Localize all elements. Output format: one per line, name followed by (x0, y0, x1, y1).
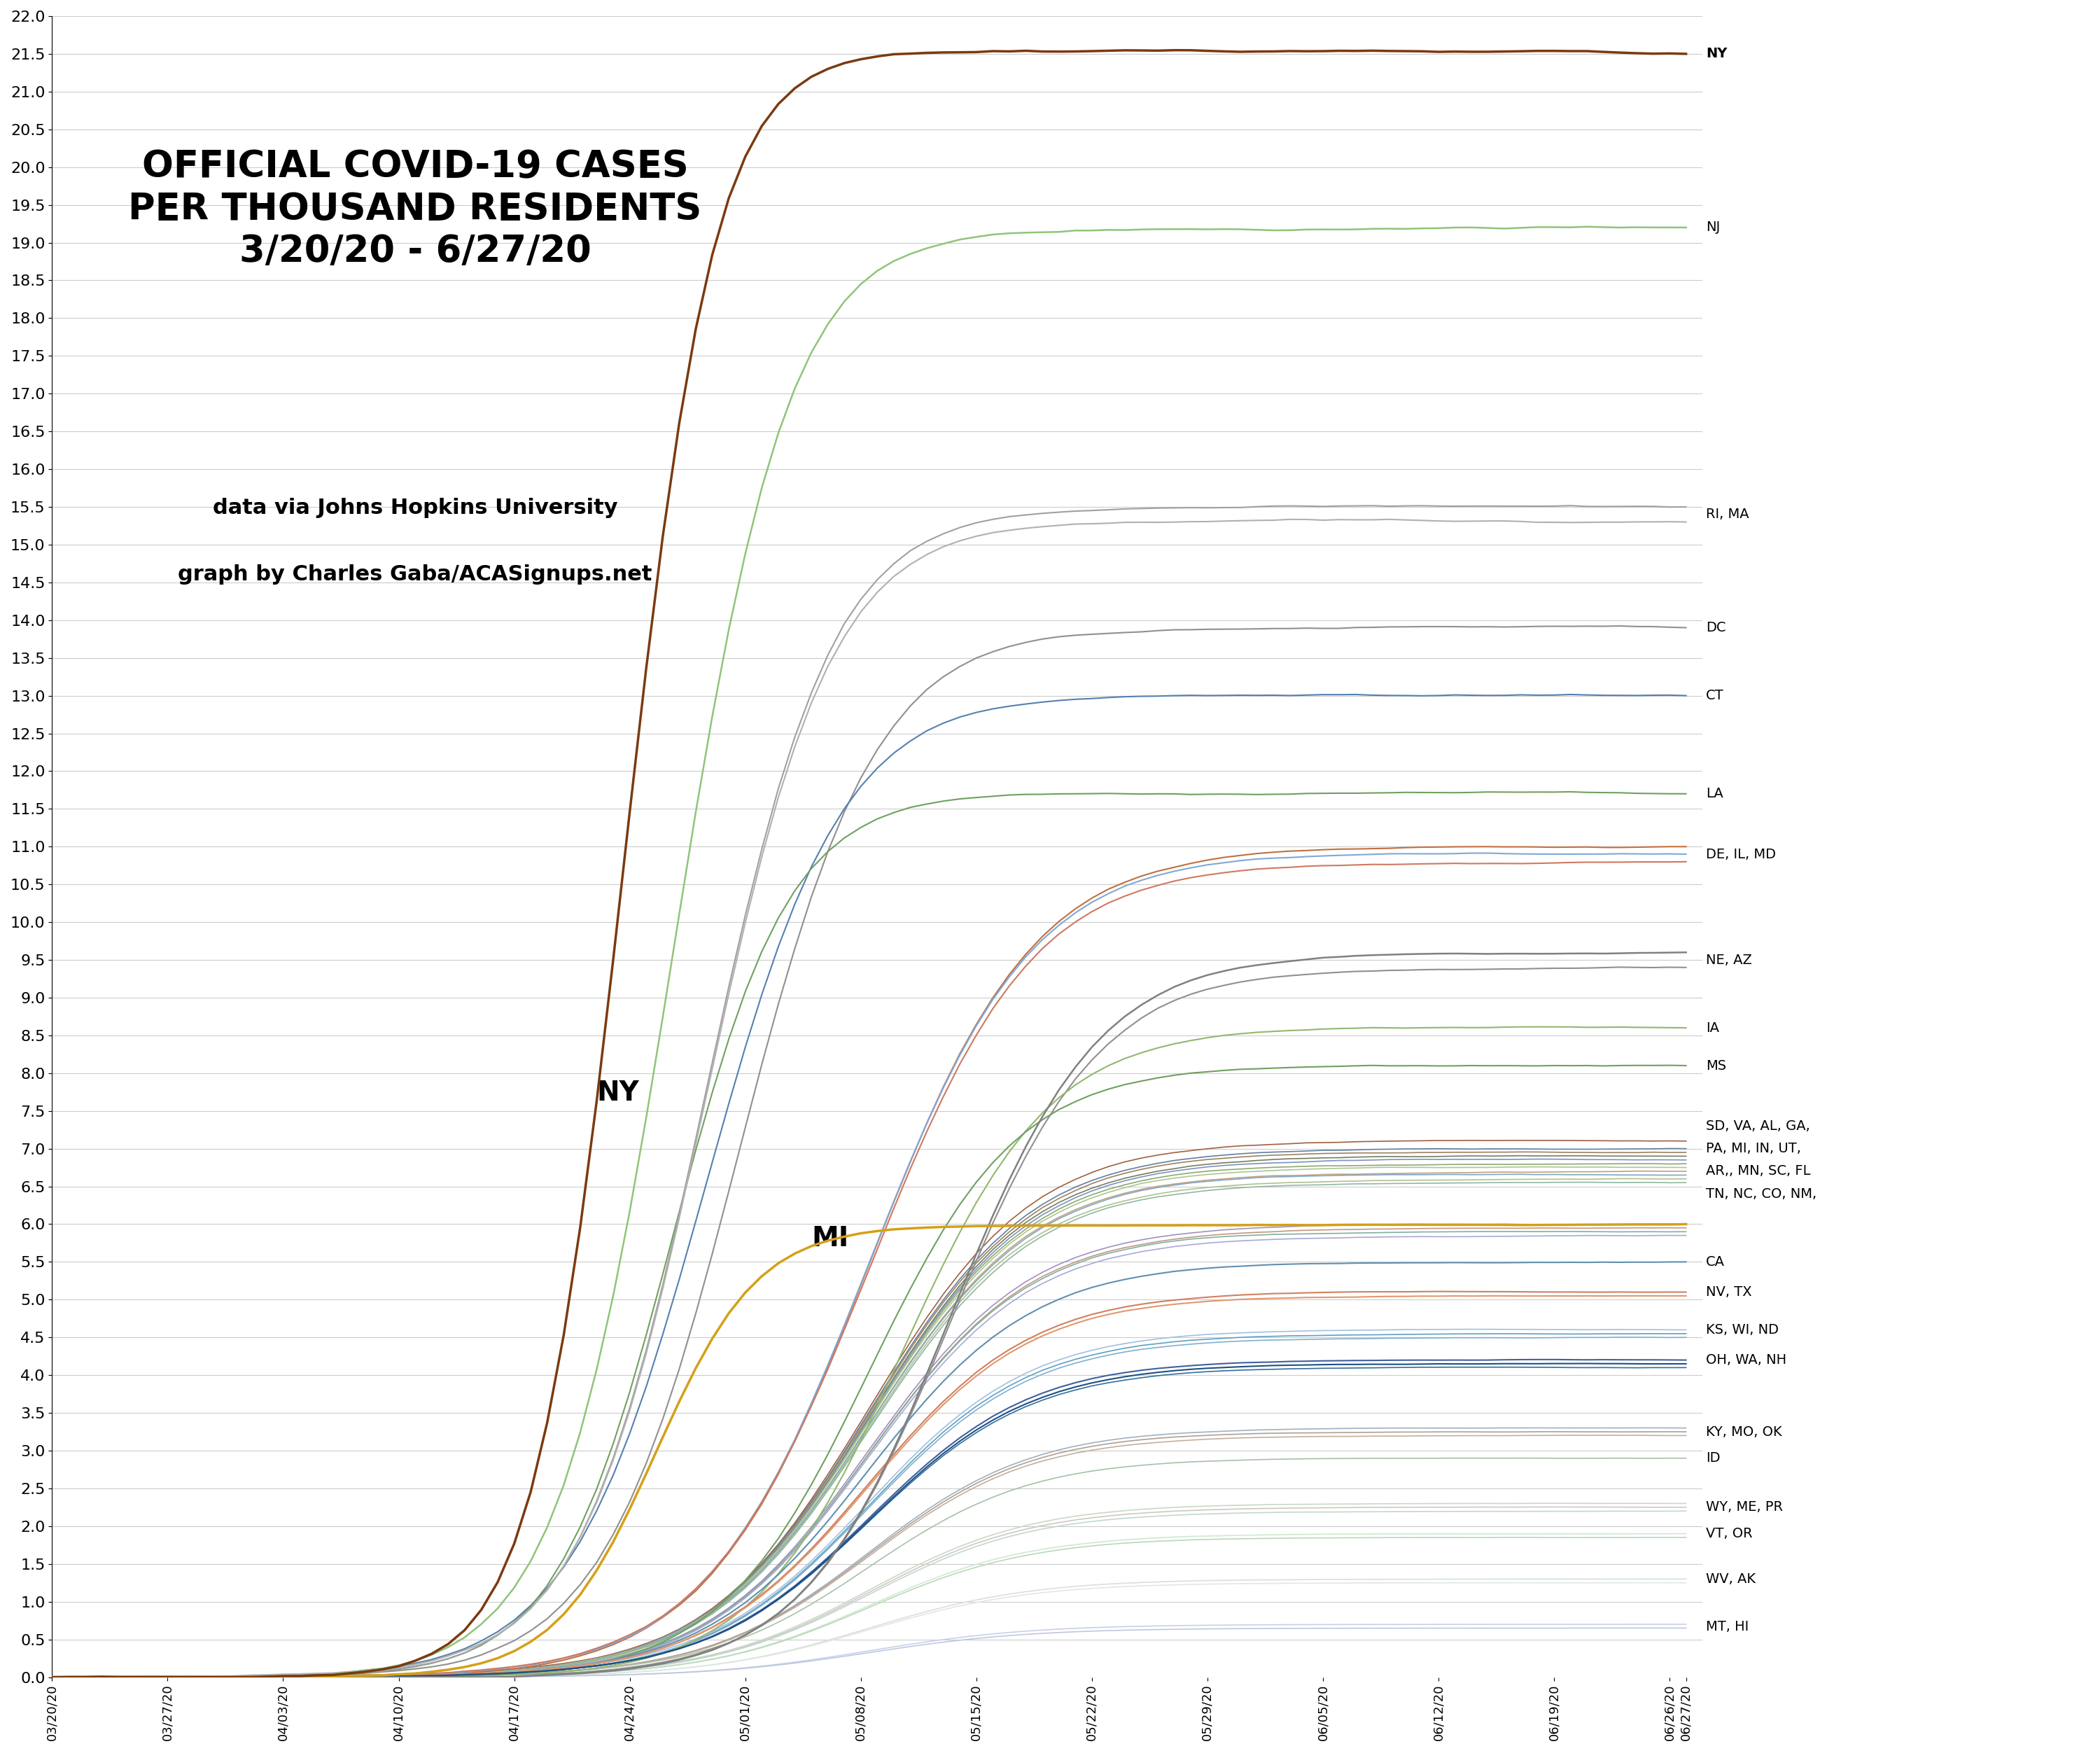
Text: CA: CA (1705, 1255, 1724, 1268)
Text: KS, WI, ND: KS, WI, ND (1705, 1324, 1779, 1336)
Text: IA: IA (1705, 1021, 1720, 1035)
Text: DE, IL, MD: DE, IL, MD (1705, 847, 1777, 861)
Text: VT, OR: VT, OR (1705, 1527, 1753, 1541)
Text: NE, AZ: NE, AZ (1705, 953, 1751, 967)
Text: ID: ID (1705, 1452, 1720, 1466)
Text: SD, VA, AL, GA,: SD, VA, AL, GA, (1705, 1119, 1810, 1133)
Text: WV, AK: WV, AK (1705, 1572, 1756, 1586)
Text: MT, HI: MT, HI (1705, 1620, 1749, 1634)
Text: TN, NC, CO, NM,: TN, NC, CO, NM, (1705, 1187, 1816, 1201)
Text: NY: NY (1705, 47, 1726, 61)
Text: OFFICIAL COVID-19 CASES
PER THOUSAND RESIDENTS
3/20/20 - 6/27/20: OFFICIAL COVID-19 CASES PER THOUSAND RES… (128, 149, 701, 270)
Text: CT: CT (1705, 688, 1724, 702)
Text: AR,, MN, SC, FL: AR,, MN, SC, FL (1705, 1164, 1810, 1178)
Text: KY, MO, OK: KY, MO, OK (1705, 1425, 1783, 1438)
Text: PA, MI, IN, UT,: PA, MI, IN, UT, (1705, 1142, 1802, 1156)
Text: NJ: NJ (1705, 221, 1720, 235)
Text: OH, WA, NH: OH, WA, NH (1705, 1354, 1787, 1368)
Text: RI, MA: RI, MA (1705, 508, 1749, 522)
Text: DC: DC (1705, 622, 1726, 634)
Text: graph by Charles Gaba/ACASignups.net: graph by Charles Gaba/ACASignups.net (178, 564, 653, 585)
Text: WY, ME, PR: WY, ME, PR (1705, 1501, 1783, 1515)
Text: data via Johns Hopkins University: data via Johns Hopkins University (212, 497, 617, 518)
Text: MS: MS (1705, 1059, 1726, 1072)
Text: LA: LA (1705, 788, 1724, 800)
Text: NY: NY (596, 1080, 638, 1107)
Text: NV, TX: NV, TX (1705, 1285, 1751, 1299)
Text: MI: MI (811, 1226, 848, 1252)
